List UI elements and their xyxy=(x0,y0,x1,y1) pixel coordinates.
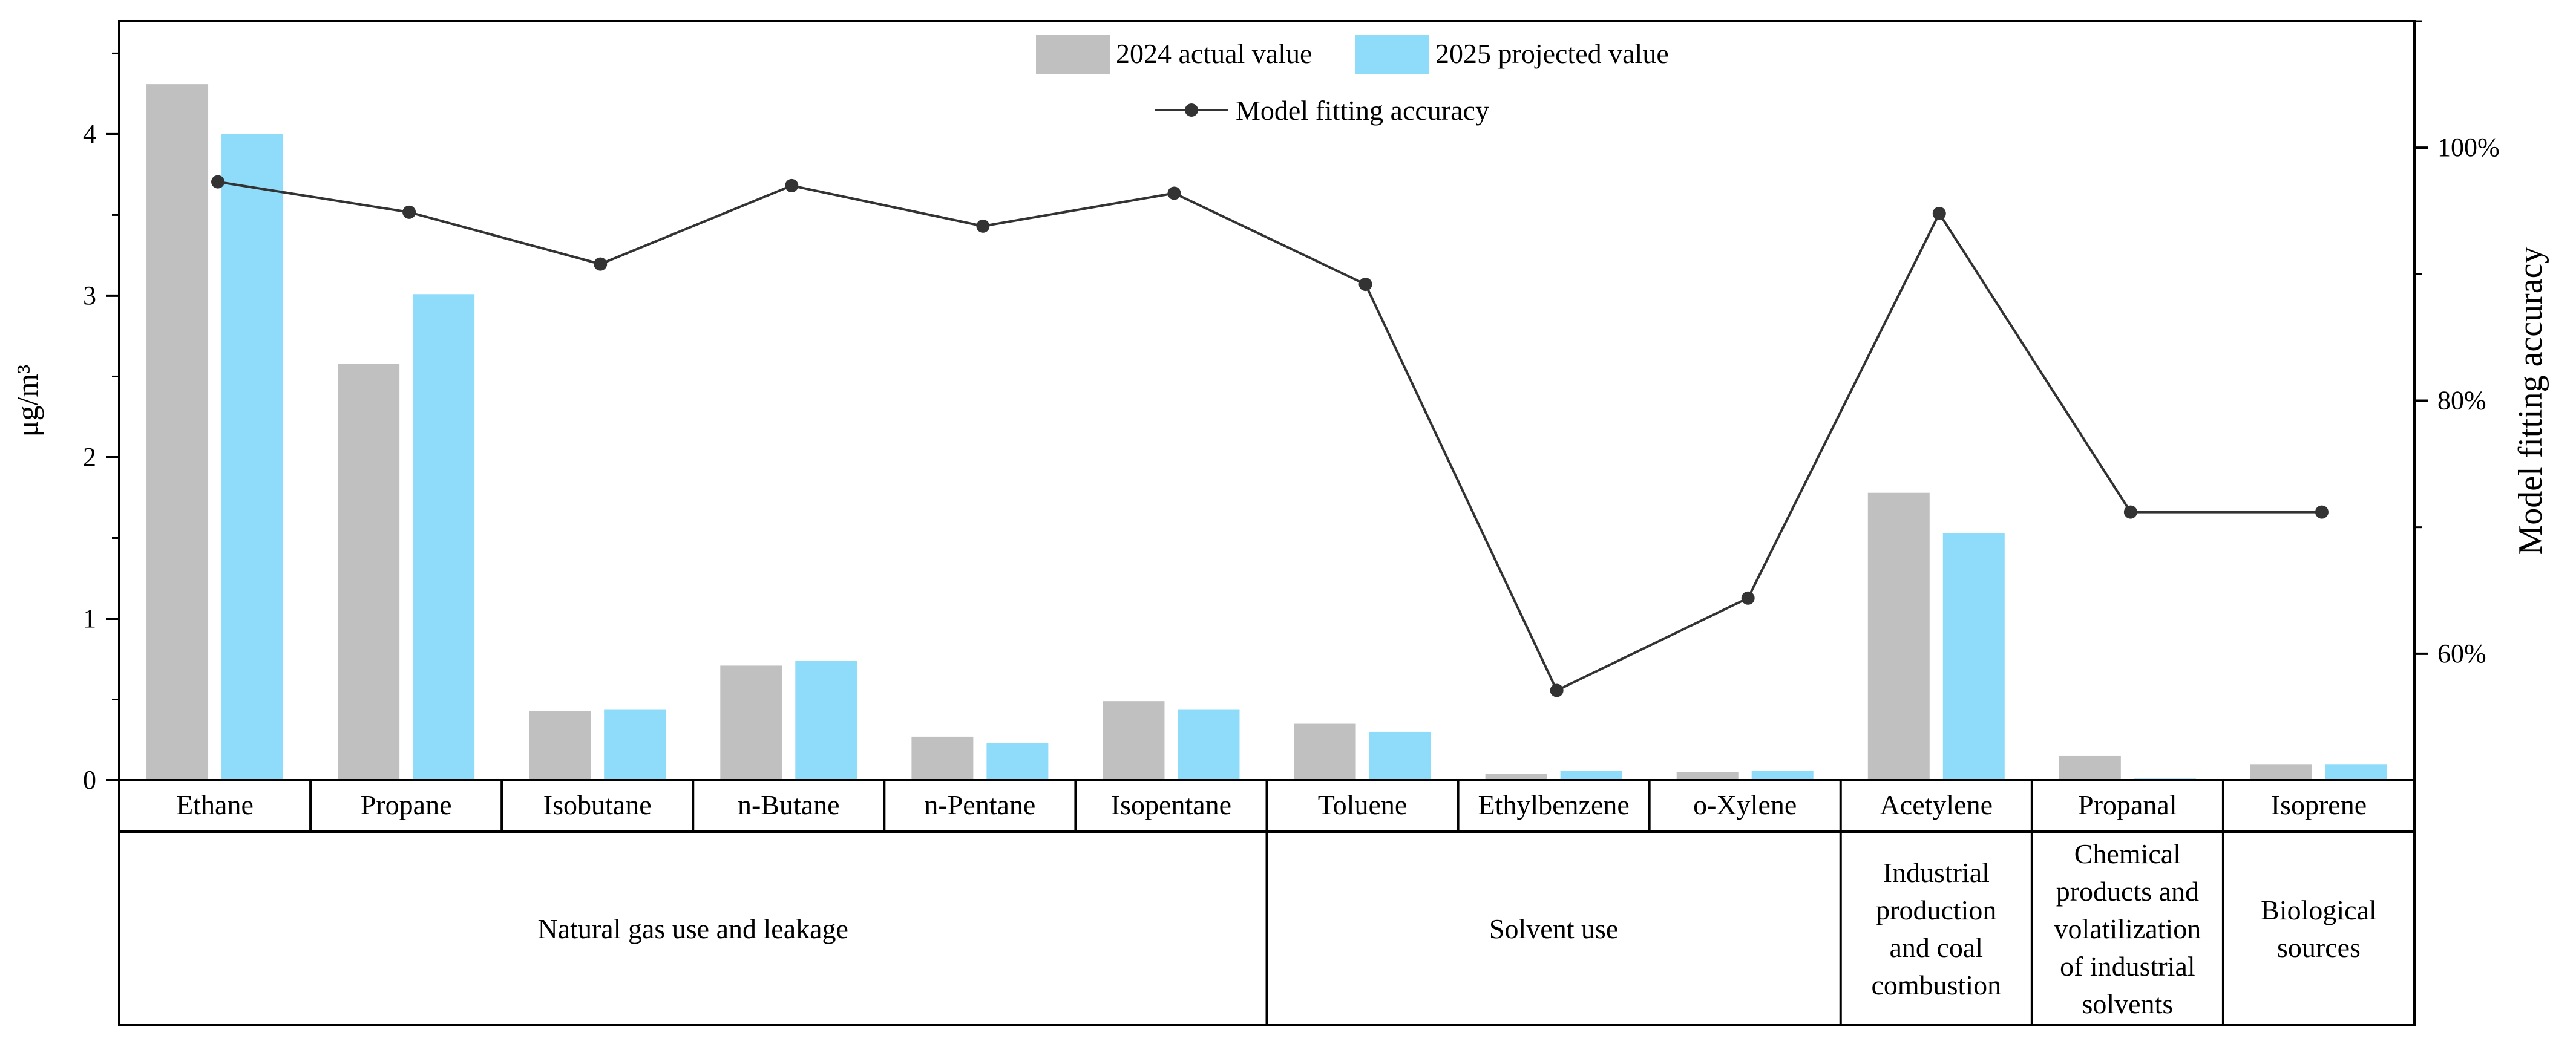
bar-2025-n-butane xyxy=(795,661,857,780)
y-tick-label: 4 xyxy=(83,119,96,149)
accuracy-point-ethane xyxy=(211,175,225,189)
accuracy-point-toluene xyxy=(1358,278,1372,292)
category-table: Ethane Propane Isobutane n-Butane n-Pentane I… xyxy=(118,779,2416,1026)
legend-swatch-2024 xyxy=(1036,35,1110,74)
accuracy-point-n-pentane xyxy=(976,219,990,233)
bar-2025-propane xyxy=(413,294,475,780)
category-label-propane: Propane xyxy=(361,789,452,820)
category-label-n-butane: n-Butane xyxy=(738,789,840,820)
y-axis-label: μg/m³ xyxy=(10,365,44,437)
group-label: Biological sources xyxy=(2261,895,2377,963)
bar-2024-n-butane xyxy=(720,665,782,780)
legend-marker-accuracy xyxy=(1185,103,1198,117)
category-label-ethylbenzene: Ethylbenzene xyxy=(1478,789,1629,820)
y2-tick-label: 60% xyxy=(2437,639,2486,668)
group-label: Solvent use xyxy=(1489,913,1618,944)
category-label-isopentane: Isopentane xyxy=(1111,789,1231,820)
accuracy-point-isobutane xyxy=(594,257,608,271)
category-label-n-pentane: n-Pentane xyxy=(924,789,1035,820)
category-label-o-xylene: o-Xylene xyxy=(1693,789,1797,820)
bars xyxy=(146,84,2387,780)
group-label: Chemical products and volatilization of ind… xyxy=(2054,838,2201,1019)
bar-2024-propanal xyxy=(2059,755,2121,780)
legend-label-2025: 2025 projected value xyxy=(1435,38,1669,69)
category-label-isoprene: Isoprene xyxy=(2271,789,2367,820)
bar-2025-isopentane xyxy=(1178,709,1240,780)
accuracy-point-propanal xyxy=(2123,505,2137,519)
accuracy-line xyxy=(211,175,2329,697)
y-tick-label: 1 xyxy=(83,604,96,633)
bar-2024-isobutane xyxy=(529,711,591,780)
group-label: Natural gas use and leakage xyxy=(538,913,848,944)
accuracy-point-ethylbenzene xyxy=(1550,683,1564,697)
accuracy-point-propane xyxy=(402,205,416,219)
y-tick-label: 3 xyxy=(83,281,96,310)
bar-2025-n-pentane xyxy=(986,743,1049,780)
category-label-acetylene: Acetylene xyxy=(1880,789,1993,820)
bar-2024-o-xylene xyxy=(1676,772,1739,780)
bar-2025-acetylene xyxy=(1942,533,2005,780)
bar-2024-acetylene xyxy=(1867,492,1930,780)
category-label-isobutane: Isobutane xyxy=(543,789,652,820)
bar-2024-isopentane xyxy=(1103,701,1165,780)
bar-2025-ethylbenzene xyxy=(1560,770,1622,780)
y-tick-label: 0 xyxy=(83,765,96,795)
y2-tick-label: 100% xyxy=(2437,132,2500,162)
bar-2025-isobutane xyxy=(604,709,666,780)
y2-axis-label: Model fitting accuracy xyxy=(2512,246,2549,555)
category-label-toluene: Toluene xyxy=(1318,789,1408,820)
group-label: Industrial production and coal combustion xyxy=(1871,857,2001,1000)
y2-tick-label: 80% xyxy=(2437,386,2486,416)
accuracy-polyline xyxy=(217,180,2322,693)
bar-2024-toluene xyxy=(1294,723,1356,780)
bar-2025-o-xylene xyxy=(1751,770,1814,780)
legend-swatch-2025 xyxy=(1355,35,1429,74)
accuracy-point-isoprene xyxy=(2315,505,2329,519)
accuracy-point-isopentane xyxy=(1167,186,1181,200)
bar-2024-propane xyxy=(338,364,400,780)
legend-label-2024: 2024 actual value xyxy=(1116,38,1312,69)
bar-2024-ethane xyxy=(146,84,209,780)
bar-2024-isoprene xyxy=(2250,764,2312,780)
bar-2024-ethylbenzene xyxy=(1485,774,1547,780)
y-tick-label: 2 xyxy=(83,442,96,472)
bar-2024-n-pentane xyxy=(911,736,974,780)
bar-2025-isoprene xyxy=(2325,764,2387,780)
legend-label-accuracy: Model fitting accuracy xyxy=(1236,95,1489,126)
legend: 2024 actual value 2025 projected value Mod… xyxy=(1036,35,1669,126)
bar-2025-ethane xyxy=(221,134,284,780)
category-label-propanal: Propanal xyxy=(2078,789,2177,820)
accuracy-point-o-xylene xyxy=(1741,591,1755,605)
accuracy-point-acetylene xyxy=(1932,206,1946,220)
bar-2025-toluene xyxy=(1369,731,1431,780)
category-label-ethane: Ethane xyxy=(176,789,254,820)
accuracy-point-n-butane xyxy=(785,178,799,192)
